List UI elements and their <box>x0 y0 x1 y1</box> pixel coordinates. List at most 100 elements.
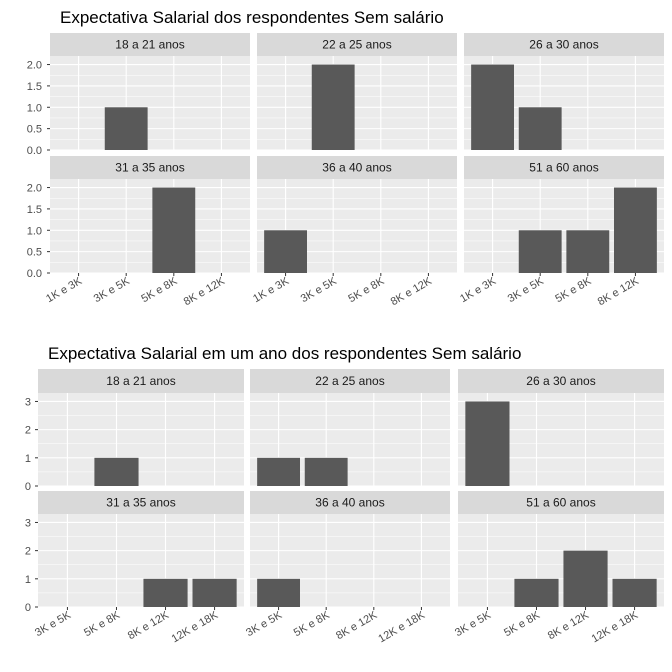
bar <box>311 64 355 150</box>
x-tick-label: 5K e 8K <box>139 275 179 305</box>
facet-panel: 36 a 40 anos 1K e 3K 3K e 5K 5K e 8K 8K e 12… <box>251 156 457 308</box>
y-tick-label: 2.0 <box>27 60 42 72</box>
x-tick-label: 1K e 3K <box>251 275 291 305</box>
facet-strip <box>250 491 450 514</box>
y-tick-label: 1 <box>25 574 31 586</box>
facet-strip <box>38 491 244 514</box>
y-tick-label: 1.5 <box>27 204 42 216</box>
x-tick-label: 1K e 3K <box>458 275 498 305</box>
y-tick-label: 0.5 <box>27 124 42 136</box>
x-tick-label: 3K e 5K <box>92 275 132 305</box>
facet-panel: 51 a 60 anos 1K e 3K 3K e 5K 5K e 8K 8K e 12… <box>458 156 664 308</box>
bar <box>465 401 510 486</box>
chart-title: Expectativa Salarial em um ano dos respo… <box>48 344 521 363</box>
facet-panel: 31 a 35 anos 0.0 0.5 1.0 1.5 2.0 1K e 3K 3K e 5… <box>27 156 250 308</box>
y-tick-label: 2 <box>25 425 31 437</box>
facet-strip <box>50 156 250 179</box>
facet-panel: 22 a 25 anos <box>257 33 457 151</box>
chart-2: Expectativa Salarial em um ano dos respo… <box>25 344 664 645</box>
y-tick-label: 0.5 <box>27 247 42 259</box>
facet-label: 31 a 35 anos <box>115 161 184 175</box>
y-tick-label: 3 <box>25 517 31 529</box>
chart-1: Expectativa Salarial dos respondentes Se… <box>27 8 664 308</box>
y-tick-label: 1.5 <box>27 81 42 93</box>
x-tick-label: 3K e 5K <box>244 609 284 639</box>
y-tick-label: 0.0 <box>27 145 42 157</box>
facet-label: 26 a 30 anos <box>526 374 595 388</box>
facet-panel: 31 a 35 anos 0 1 2 3 3K e 5K 5K e 8K 8K e 12K12… <box>25 491 244 645</box>
x-tick-label: 5K e 8K <box>292 609 332 639</box>
facet-strip <box>458 369 664 393</box>
panel-background <box>50 56 250 150</box>
bar <box>514 578 559 607</box>
y-tick-label: 0.0 <box>27 268 42 280</box>
x-tick-label: 8K e 12K <box>546 609 592 642</box>
facet-label: 18 a 21 anos <box>106 374 175 388</box>
x-tick-label: 12K e 18K <box>590 609 641 645</box>
y-tick-label: 1 <box>25 453 31 465</box>
bar <box>563 550 608 607</box>
facet-label: 22 a 25 anos <box>322 38 391 52</box>
facet-strip <box>257 33 457 56</box>
x-tick-label: 3K e 5K <box>33 609 73 639</box>
facet-panel: 18 a 21 anos 0 1 2 3 <box>25 369 244 493</box>
chart-title: Expectativa Salarial dos respondentes Se… <box>60 8 444 27</box>
facet-panel: 26 a 30 anos <box>458 369 664 487</box>
x-tick-label: 3K e 5K <box>506 275 546 305</box>
facet-strip <box>38 369 244 393</box>
bar <box>518 230 562 273</box>
facet-strip <box>464 33 664 56</box>
bar <box>471 64 514 150</box>
bar <box>143 578 188 607</box>
y-tick-label: 2.0 <box>27 183 42 195</box>
panel-background <box>257 56 457 150</box>
bar <box>104 107 148 150</box>
facet-panel: 18 a 21 anos 0.0 0.5 1.0 1.5 2.0 <box>27 33 250 157</box>
x-tick-label: 1K e 3K <box>44 275 84 305</box>
x-tick-label: 12K e 18K <box>170 609 221 645</box>
x-tick-label: 8K e 12K <box>334 609 380 642</box>
y-tick-label: 1.0 <box>27 225 42 237</box>
facet-label: 36 a 40 anos <box>322 161 391 175</box>
facet-strip <box>257 156 457 179</box>
bar <box>192 578 237 607</box>
facet-label: 26 a 30 anos <box>529 38 598 52</box>
bar <box>304 457 348 486</box>
x-tick-label: 12K e 18K <box>376 609 427 645</box>
facet-label: 22 a 25 anos <box>315 374 384 388</box>
x-tick-label: 8K e 12K <box>389 275 435 308</box>
facet-label: 18 a 21 anos <box>115 38 184 52</box>
facet-label: 51 a 60 anos <box>526 496 595 510</box>
panel-background <box>38 393 244 486</box>
y-tick-label: 0 <box>25 481 31 493</box>
x-tick-label: 5K e 8K <box>346 275 386 305</box>
facet-panel: 22 a 25 anos <box>250 369 450 487</box>
facet-strip <box>458 491 664 514</box>
x-tick-label: 8K e 12K <box>596 275 642 308</box>
facet-label: 31 a 35 anos <box>106 496 175 510</box>
bar <box>152 187 196 273</box>
panel-background <box>50 179 250 273</box>
facet-strip <box>50 33 250 56</box>
bar <box>94 457 139 486</box>
x-tick-label: 3K e 5K <box>453 609 493 639</box>
x-tick-label: 5K e 8K <box>502 609 542 639</box>
bar <box>264 230 307 273</box>
x-tick-label: 5K e 8K <box>553 275 593 305</box>
bar <box>566 230 610 273</box>
facet-panel: 26 a 30 anos <box>464 33 664 151</box>
bar <box>257 578 300 607</box>
bar <box>612 578 657 607</box>
x-tick-label: 8K e 12K <box>182 275 228 308</box>
facet-label: 51 a 60 anos <box>529 161 598 175</box>
x-tick-label: 3K e 5K <box>299 275 339 305</box>
bar <box>518 107 562 150</box>
x-tick-label: 5K e 8K <box>82 609 122 639</box>
facet-strip <box>464 156 664 179</box>
y-tick-label: 0 <box>25 602 31 614</box>
bar <box>257 457 300 486</box>
y-tick-label: 2 <box>25 546 31 558</box>
